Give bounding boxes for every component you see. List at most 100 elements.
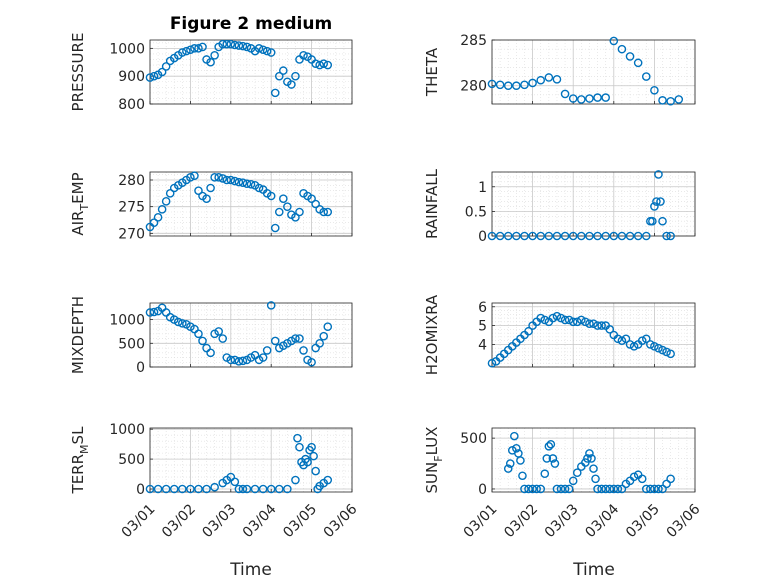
data-point [266, 48, 276, 57]
data-point [633, 231, 643, 241]
data-point [528, 231, 537, 241]
data-point [495, 231, 505, 241]
plot-area [150, 428, 352, 492]
data-point [165, 189, 175, 198]
data-point [153, 484, 163, 494]
data-point [650, 341, 659, 351]
data-point [613, 334, 623, 344]
y-tick-label: 275 [118, 200, 145, 216]
data-point [609, 484, 619, 494]
data-point [230, 176, 240, 186]
data-point [145, 484, 155, 494]
data-point [194, 329, 203, 339]
data-point [605, 325, 615, 334]
data-point [629, 341, 639, 351]
data-point [254, 44, 264, 53]
data-point [266, 191, 276, 201]
data-point [587, 454, 596, 463]
data-point [487, 358, 497, 368]
data-point [510, 431, 519, 441]
data-point [581, 458, 590, 467]
data-point [194, 44, 203, 53]
data-point [577, 231, 586, 241]
data-point [546, 439, 556, 449]
data-point [307, 357, 316, 367]
y-tick-label: 800 [118, 97, 145, 113]
data-point [258, 45, 268, 55]
x-axis-label-right: Time [572, 560, 615, 580]
data-point [637, 474, 647, 484]
data-point [536, 313, 546, 323]
data-point [186, 484, 195, 494]
data-point [279, 66, 288, 75]
data-point [283, 202, 292, 211]
data-point [548, 313, 558, 323]
figure-title: Figure 2 medium [170, 14, 332, 34]
data-point [157, 67, 167, 77]
data-point [564, 484, 574, 494]
data-point [641, 484, 651, 494]
data-point [617, 231, 627, 241]
data-point [560, 231, 570, 241]
data-point [601, 484, 610, 494]
data-point [319, 59, 329, 68]
data-point [512, 444, 521, 453]
data-point [210, 482, 219, 492]
y-tick-label: 6 [478, 300, 487, 316]
y-axis-label: RAINFALL [423, 168, 441, 239]
axes-box [149, 171, 353, 237]
axes-box [149, 302, 353, 368]
data-point [524, 484, 533, 494]
data-point [552, 484, 562, 494]
panel-pressure: 800 900 1000 PRESSURE [69, 33, 353, 113]
data-point [218, 39, 228, 49]
data-point [190, 171, 199, 181]
data-point [279, 194, 288, 203]
axes-box [491, 427, 696, 493]
panel-theta: 280 285 THETA [423, 33, 696, 106]
data-point [149, 307, 159, 317]
y-tick-label: 0 [136, 360, 145, 376]
data-point [552, 75, 562, 84]
y-tick-label: 285 [460, 33, 487, 49]
data-point [666, 96, 675, 106]
y-tick-label: 0.5 [465, 204, 487, 220]
data-point [524, 326, 533, 336]
data-point [246, 179, 256, 189]
data-point [585, 319, 594, 329]
data-point [654, 343, 663, 353]
data-point [487, 79, 497, 89]
data-point [495, 80, 505, 90]
data-point [270, 336, 280, 346]
y-tick-label: 1 [478, 180, 487, 196]
data-point [536, 484, 546, 494]
data-point [593, 93, 602, 102]
data-point [540, 469, 550, 479]
panel-h2omixra: 4 5 6 H2OMIXRA [423, 294, 696, 375]
data-point [178, 484, 187, 494]
data-point [258, 353, 268, 362]
data-point [311, 466, 320, 476]
data-point [182, 46, 191, 56]
data-point [238, 178, 248, 187]
data-point [145, 308, 155, 317]
x-axis-label-left: Time [229, 560, 272, 580]
y-tick-label: 0 [478, 482, 487, 498]
data-point [633, 58, 643, 68]
data-point [214, 327, 223, 336]
y-tick-label: 280 [118, 173, 145, 189]
data-point [210, 173, 219, 182]
data-point [560, 315, 570, 325]
data-point [658, 484, 667, 494]
data-point [503, 464, 513, 473]
data-point [528, 484, 537, 494]
y-axis-label: THETA [423, 47, 441, 97]
data-point [226, 355, 236, 365]
data-point [153, 213, 163, 222]
data-point [641, 334, 651, 344]
data-point [161, 197, 171, 206]
axes-box [149, 427, 353, 493]
data-point [621, 334, 631, 344]
data-point [568, 476, 578, 486]
y-tick-label: 4 [478, 337, 487, 353]
